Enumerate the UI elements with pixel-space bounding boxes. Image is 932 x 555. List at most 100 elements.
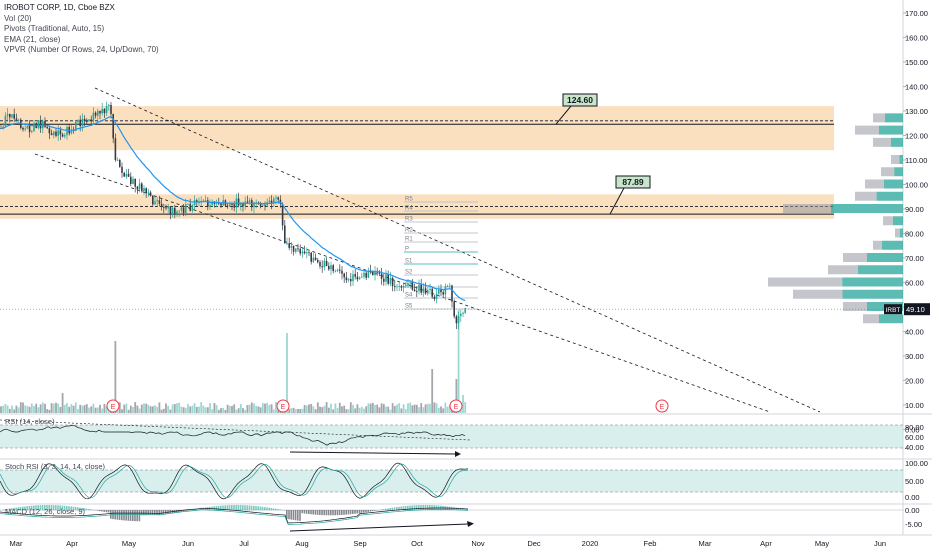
volume-bar [154, 405, 156, 413]
x-tick-label: Jul [239, 539, 249, 548]
volume-bar [431, 369, 433, 413]
macd-histogram-bar [317, 510, 319, 515]
vpvr-bar-down [881, 167, 894, 176]
macd-histogram-bar [288, 510, 290, 519]
vpvr-bar-up [885, 113, 903, 122]
candle-body [418, 285, 420, 292]
earnings-marker-label: E [660, 404, 665, 411]
candle-body [22, 128, 24, 130]
candle-body [121, 167, 123, 173]
macd-histogram-bar [312, 510, 314, 514]
volume-bar [339, 403, 341, 413]
macd-histogram-bar [279, 509, 281, 510]
volume-bar [207, 407, 209, 413]
volume-bar [348, 409, 350, 413]
volume-bar [328, 408, 330, 413]
candle-body [148, 192, 150, 193]
indicator-vpvr[interactable]: VPVR (Number Of Rows, 24, Up/Down, 70) [4, 45, 159, 56]
macd-histogram-bar [2, 510, 4, 511]
vpvr-bar-down [828, 265, 858, 274]
macd-histogram-bar [418, 505, 420, 510]
volume-bar [390, 410, 392, 413]
x-tick-label: Dec [527, 539, 541, 548]
candle-body [390, 278, 392, 284]
macd-histogram-bar [246, 505, 248, 510]
volume-bar [99, 405, 101, 413]
vpvr-bar-down [855, 192, 877, 201]
candle-body [354, 274, 356, 276]
candle-body [64, 135, 66, 136]
macd-histogram-bar [139, 510, 141, 521]
candle-body [383, 279, 385, 282]
candle-body [88, 119, 90, 121]
candle-body [396, 286, 398, 287]
candle-body [62, 134, 64, 136]
macd-histogram-bar [323, 510, 325, 515]
volume-bar [130, 406, 132, 413]
volume-bar [84, 405, 86, 413]
candle-body [308, 252, 310, 253]
volume-bar [385, 406, 387, 413]
macd-histogram-bar [136, 510, 138, 521]
candle-body [306, 252, 308, 253]
volume-bar [214, 403, 216, 413]
macd-histogram-bar [218, 506, 220, 510]
y-tick-label: 90.00 [905, 205, 924, 214]
vpvr-bar-up [879, 126, 903, 135]
volume-bar [134, 402, 136, 413]
macd-histogram-bar [330, 510, 332, 515]
candle-body [297, 248, 299, 249]
volume-bar [49, 410, 51, 413]
indicator-pivots[interactable]: Pivots (Traditional, Auto, 15) [4, 24, 159, 35]
candle-body [286, 243, 288, 244]
candle-body [403, 286, 405, 288]
candle-body [77, 120, 79, 122]
volume-bar [304, 405, 306, 413]
macd-histogram-bar [341, 510, 343, 515]
candle-body [9, 114, 11, 117]
candle-body [339, 270, 341, 271]
candle-body [46, 127, 48, 128]
volume-bar [425, 404, 427, 413]
y-tick-label: 140.00 [905, 83, 928, 92]
macd-histogram-bar [299, 510, 301, 521]
macd-histogram-bar [264, 507, 266, 510]
volume-bar [126, 403, 128, 413]
volume-bar [5, 404, 7, 413]
indicator-volume[interactable]: Vol (20) [4, 14, 159, 25]
candle-body [145, 188, 147, 193]
volume-bar [35, 404, 37, 413]
macd-histogram-bar [121, 510, 123, 520]
candle-body [220, 204, 222, 206]
vpvr-bar-down [783, 204, 831, 213]
volume-bar [313, 406, 315, 413]
symbol-title[interactable]: IROBOT CORP, 1D, Cboe BZX [4, 3, 159, 14]
volume-bar [365, 406, 367, 413]
volume-bar [172, 404, 174, 413]
volume-bar [302, 409, 304, 413]
volume-bar [13, 409, 15, 413]
x-tick-label: Oct [411, 539, 424, 548]
earnings-marker-label: E [281, 404, 286, 411]
macd-histogram-bar [394, 507, 396, 510]
candle-body [420, 285, 422, 293]
macd-histogram-bar [249, 505, 251, 510]
candle-body [460, 314, 462, 316]
macd-histogram-bar [356, 510, 358, 513]
volume-bar [196, 407, 198, 413]
volume-bar [194, 403, 196, 413]
volume-bar [403, 404, 405, 413]
volume-bar [181, 407, 183, 413]
macd-histogram-bar [370, 510, 372, 512]
volume-bar [2, 406, 4, 413]
volume-bar [295, 409, 297, 413]
indicator-ema[interactable]: EMA (21, close) [4, 35, 159, 46]
volume-bar [330, 404, 332, 413]
macd-histogram-bar [123, 510, 125, 520]
macd-histogram-bar [99, 510, 101, 511]
x-tick-label: Apr [760, 539, 772, 548]
candle-body [123, 173, 125, 177]
macd-histogram-bar [387, 508, 389, 510]
